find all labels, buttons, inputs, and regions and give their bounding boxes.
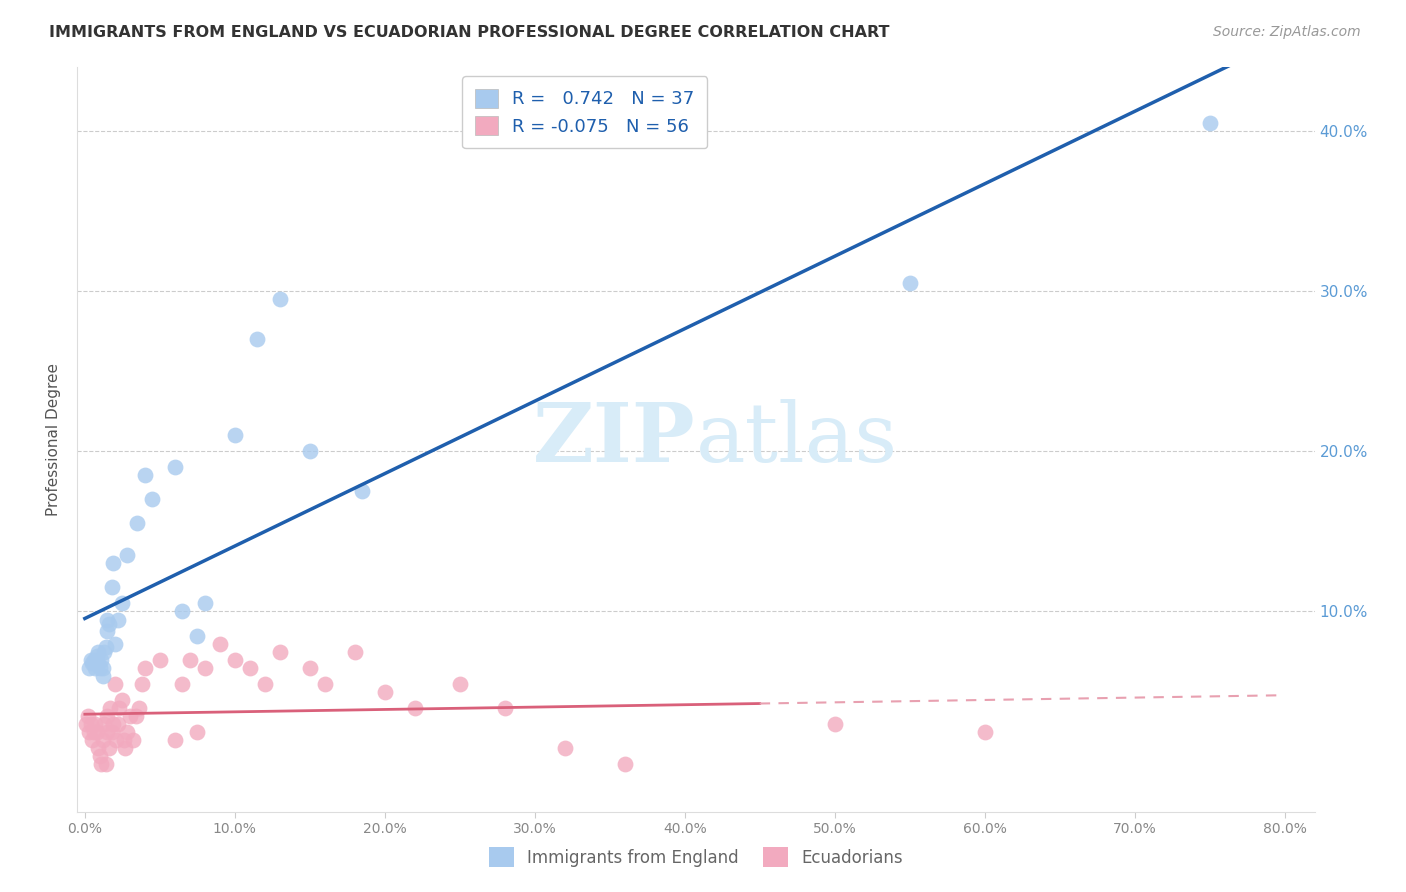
Point xyxy=(96,724,118,739)
Point xyxy=(118,708,141,723)
Point xyxy=(554,740,576,755)
Point xyxy=(96,624,118,638)
Point xyxy=(149,652,172,666)
Point xyxy=(80,652,103,666)
Point xyxy=(224,428,246,442)
Point xyxy=(87,656,110,670)
Point xyxy=(298,444,321,458)
Text: ZIP: ZIP xyxy=(533,400,696,479)
Point xyxy=(83,724,105,739)
Text: Source: ZipAtlas.com: Source: ZipAtlas.com xyxy=(1213,25,1361,39)
Point xyxy=(90,756,112,771)
Point xyxy=(108,700,131,714)
Point xyxy=(89,748,111,763)
Point xyxy=(1198,116,1220,130)
Point xyxy=(134,660,156,674)
Point xyxy=(97,617,120,632)
Point xyxy=(101,724,124,739)
Point xyxy=(94,640,117,654)
Point xyxy=(96,708,118,723)
Point xyxy=(79,724,101,739)
Point xyxy=(374,684,396,698)
Point xyxy=(224,652,246,666)
Point xyxy=(179,652,201,666)
Point xyxy=(103,557,125,571)
Point xyxy=(87,644,110,658)
Point xyxy=(269,292,291,306)
Point xyxy=(121,732,143,747)
Point xyxy=(114,740,136,755)
Point xyxy=(115,724,138,739)
Point xyxy=(128,700,150,714)
Point xyxy=(494,700,516,714)
Point xyxy=(91,732,114,747)
Point xyxy=(111,597,134,611)
Point xyxy=(239,660,262,674)
Point xyxy=(404,700,426,714)
Y-axis label: Professional Degree: Professional Degree xyxy=(46,363,62,516)
Point xyxy=(973,724,995,739)
Text: atlas: atlas xyxy=(696,400,898,479)
Point xyxy=(186,724,208,739)
Point xyxy=(134,468,156,483)
Point xyxy=(107,716,129,731)
Point xyxy=(84,660,107,674)
Point xyxy=(194,660,217,674)
Point xyxy=(163,460,186,475)
Text: IMMIGRANTS FROM ENGLAND VS ECUADORIAN PROFESSIONAL DEGREE CORRELATION CHART: IMMIGRANTS FROM ENGLAND VS ECUADORIAN PR… xyxy=(49,25,890,40)
Point xyxy=(613,756,636,771)
Point xyxy=(449,676,471,690)
Point xyxy=(86,724,108,739)
Point xyxy=(208,636,231,650)
Point xyxy=(898,276,921,290)
Point xyxy=(91,660,114,674)
Point xyxy=(111,692,134,706)
Point xyxy=(246,332,269,346)
Point xyxy=(125,708,148,723)
Point xyxy=(80,716,103,731)
Point xyxy=(104,636,127,650)
Point xyxy=(75,716,97,731)
Point xyxy=(91,668,114,682)
Point xyxy=(104,676,127,690)
Point xyxy=(172,676,194,690)
Point xyxy=(172,605,194,619)
Point xyxy=(89,660,111,674)
Point xyxy=(131,676,153,690)
Point xyxy=(314,676,336,690)
Point xyxy=(298,660,321,674)
Point xyxy=(112,732,135,747)
Point xyxy=(84,716,107,731)
Point xyxy=(352,484,374,499)
Point xyxy=(86,649,108,664)
Point xyxy=(107,613,129,627)
Point xyxy=(194,597,217,611)
Point xyxy=(115,549,138,563)
Point xyxy=(103,716,125,731)
Point xyxy=(97,740,120,755)
Point xyxy=(186,628,208,642)
Point xyxy=(82,656,104,670)
Point xyxy=(82,732,104,747)
Point xyxy=(269,644,291,658)
Legend: Immigrants from England, Ecuadorians: Immigrants from England, Ecuadorians xyxy=(482,840,910,874)
Point xyxy=(98,700,121,714)
Point xyxy=(96,613,118,627)
Point xyxy=(824,716,846,731)
Point xyxy=(141,492,163,507)
Point xyxy=(83,652,105,666)
Point xyxy=(76,708,98,723)
Point xyxy=(105,732,128,747)
Point xyxy=(127,516,149,531)
Point xyxy=(163,732,186,747)
Point xyxy=(79,660,101,674)
Point xyxy=(94,756,117,771)
Point xyxy=(343,644,366,658)
Point xyxy=(90,652,112,666)
Point xyxy=(253,676,276,690)
Point xyxy=(87,740,110,755)
Point xyxy=(93,644,115,658)
Point xyxy=(101,581,124,595)
Point xyxy=(93,716,115,731)
